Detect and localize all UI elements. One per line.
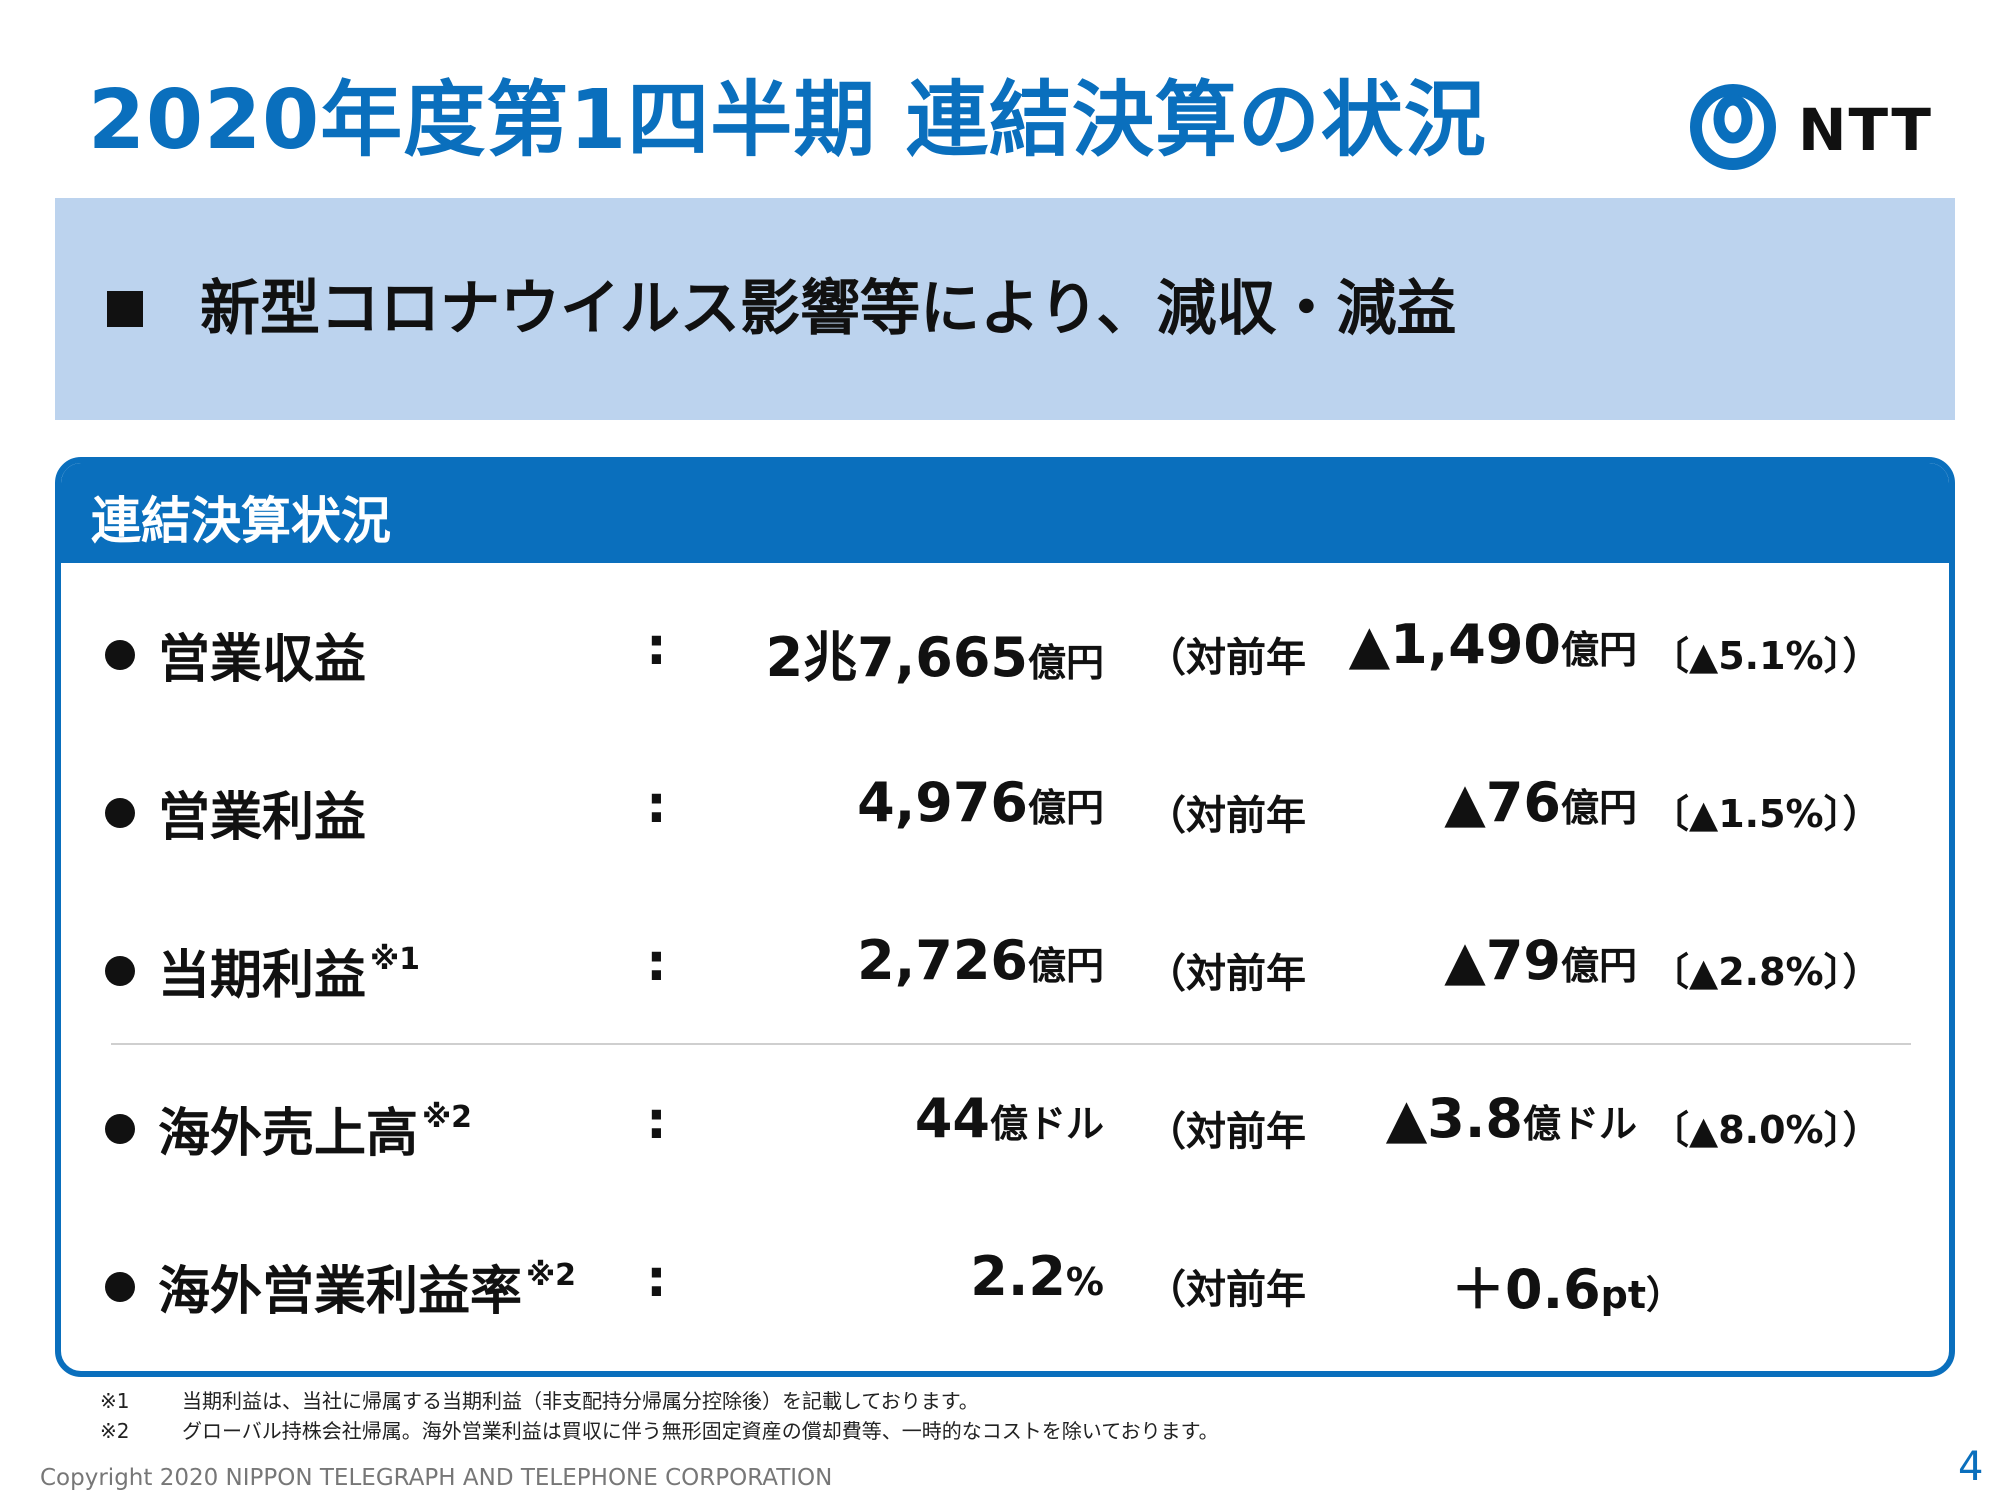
row-value: 2.2%: [970, 1245, 1104, 1308]
row-label-text: 当期利益: [158, 946, 367, 1006]
logo-text: NTT: [1798, 96, 1933, 164]
value-unit: 億円: [1027, 944, 1104, 988]
result-row-overseas-margin: 海外営業利益率 ※2 : 2.2% （対前年 ＋0.6pt）: [61, 1245, 1949, 1335]
value-unit: %: [1065, 1260, 1104, 1304]
results-panel: 連結決算状況 営業収益 : 2兆7,665億円 （対前年 ▲1,490億円 〔▲…: [55, 457, 1955, 1377]
row-label: 海外営業利益率 ※2: [158, 1249, 576, 1324]
panel-title: 連結決算状況: [91, 492, 391, 550]
row-note: ※2: [526, 1258, 577, 1293]
row-label: 営業利益: [158, 775, 370, 850]
value-number: 2,726: [857, 929, 1028, 992]
row-vs-label: （対前年: [1146, 793, 1306, 839]
row-note: ※1: [370, 942, 421, 977]
row-delta: ▲1,490億円: [1349, 613, 1637, 676]
panel-header: 連結決算状況: [61, 463, 1949, 563]
ntt-logo-icon: [1690, 84, 1776, 170]
row-pct: 〔▲1.5%〕）: [1651, 792, 1881, 836]
result-row-overseas-sales: 海外売上高 ※2 : 44億ドル （対前年 ▲3.8億ドル 〔▲8.0%〕）: [61, 1087, 1949, 1177]
row-colon: :: [646, 1249, 667, 1309]
footnote-mark: ※1: [100, 1389, 130, 1413]
value-number: 4,976: [857, 771, 1028, 834]
summary-band: 新型コロナウイルス影響等により、減収・減益: [55, 198, 1955, 420]
footnote: ※1 当期利益は、当社に帰属する当期利益（非支配持分帰属分控除後）を記載しておりま…: [100, 1386, 1219, 1416]
row-pct: 〔▲5.1%〕）: [1651, 634, 1881, 678]
delta-unit: 億円: [1560, 628, 1637, 672]
delta-unit: 億ドル: [1522, 1102, 1637, 1146]
footnote-text: 当期利益は、当社に帰属する当期利益（非支配持分帰属分控除後）を記載しております。: [182, 1389, 979, 1413]
row-divider: [111, 1043, 1911, 1045]
row-delta: ▲76億円: [1444, 771, 1637, 834]
bullet-icon: [105, 640, 135, 670]
row-label: 営業収益: [158, 617, 370, 692]
value-number: 2兆7,665: [765, 626, 1028, 689]
square-bullet-icon: [107, 291, 143, 327]
bullet-icon: [105, 1114, 135, 1144]
row-label-text: 海外営業利益率: [158, 1262, 523, 1322]
row-vs-label: （対前年: [1146, 635, 1306, 681]
delta-unit: 億円: [1560, 944, 1637, 988]
bullet-icon: [105, 1272, 135, 1302]
summary-text: 新型コロナウイルス影響等により、減収・減益: [200, 274, 1457, 344]
row-delta: ＋0.6pt）: [1451, 1245, 1684, 1324]
row-value: 2,726億円: [857, 929, 1104, 992]
footnote-text: グローバル持株会社帰属。海外営業利益は買収に伴う無形固定資産の償却費等、一時的な…: [182, 1419, 1219, 1443]
delta-number: ▲79: [1444, 929, 1561, 992]
row-delta: ▲79億円: [1444, 929, 1637, 992]
delta-number: ▲1,490: [1348, 613, 1561, 676]
footnote-mark: ※2: [100, 1419, 130, 1443]
row-colon: :: [646, 1091, 667, 1151]
page-title: 2020年度第1四半期 連結決算の状況: [88, 73, 1487, 168]
row-pct: 〔▲2.8%〕）: [1651, 950, 1881, 994]
row-note: ※2: [422, 1100, 473, 1135]
row-colon: :: [646, 617, 667, 677]
row-label-text: 営業利益: [158, 788, 367, 848]
copyright: Copyright 2020 NIPPON TELEGRAPH AND TELE…: [40, 1465, 833, 1491]
row-label: 海外売上高 ※2: [158, 1091, 472, 1166]
value-unit: 億円: [1027, 786, 1104, 830]
delta-number: ＋0.6: [1451, 1258, 1601, 1321]
result-row-revenue: 営業収益 : 2兆7,665億円 （対前年 ▲1,490億円 〔▲5.1%〕）: [61, 613, 1949, 703]
delta-number: ▲3.8: [1385, 1087, 1523, 1150]
footnote: ※2 グローバル持株会社帰属。海外営業利益は買収に伴う無形固定資産の償却費等、一時…: [100, 1416, 1219, 1446]
row-colon: :: [646, 775, 667, 835]
row-pct: 〔▲8.0%〕）: [1651, 1108, 1881, 1152]
row-vs-label: （対前年: [1146, 1267, 1306, 1313]
row-colon: :: [646, 933, 667, 993]
value-unit: 億円: [1027, 641, 1104, 685]
value-number: 44: [914, 1087, 990, 1150]
value-unit: 億ドル: [989, 1102, 1104, 1146]
row-label: 当期利益 ※1: [158, 933, 420, 1008]
row-value: 44億ドル: [915, 1087, 1104, 1150]
page-number: 4: [1958, 1444, 1984, 1490]
row-vs-label: （対前年: [1146, 1109, 1306, 1155]
row-value: 4,976億円: [857, 771, 1104, 834]
row-delta: ▲3.8億ドル: [1386, 1087, 1637, 1150]
result-row-operating-income: 営業利益 : 4,976億円 （対前年 ▲76億円 〔▲1.5%〕）: [61, 771, 1949, 861]
row-value: 2兆7,665億円: [766, 613, 1104, 692]
ntt-logo: NTT: [1688, 82, 1938, 172]
delta-unit: 億円: [1560, 786, 1637, 830]
result-row-net-income: 当期利益 ※1 : 2,726億円 （対前年 ▲79億円 〔▲2.8%〕）: [61, 929, 1949, 1019]
row-label-text: 営業収益: [158, 630, 367, 690]
row-vs-label: （対前年: [1146, 951, 1306, 997]
value-number: 2.2: [970, 1245, 1066, 1308]
footnotes: ※1 当期利益は、当社に帰属する当期利益（非支配持分帰属分控除後）を記載しておりま…: [100, 1386, 1219, 1446]
row-label-text: 海外売上高: [158, 1104, 419, 1164]
bullet-icon: [105, 798, 135, 828]
delta-unit: pt）: [1600, 1273, 1685, 1317]
delta-number: ▲76: [1444, 771, 1561, 834]
bullet-icon: [105, 956, 135, 986]
